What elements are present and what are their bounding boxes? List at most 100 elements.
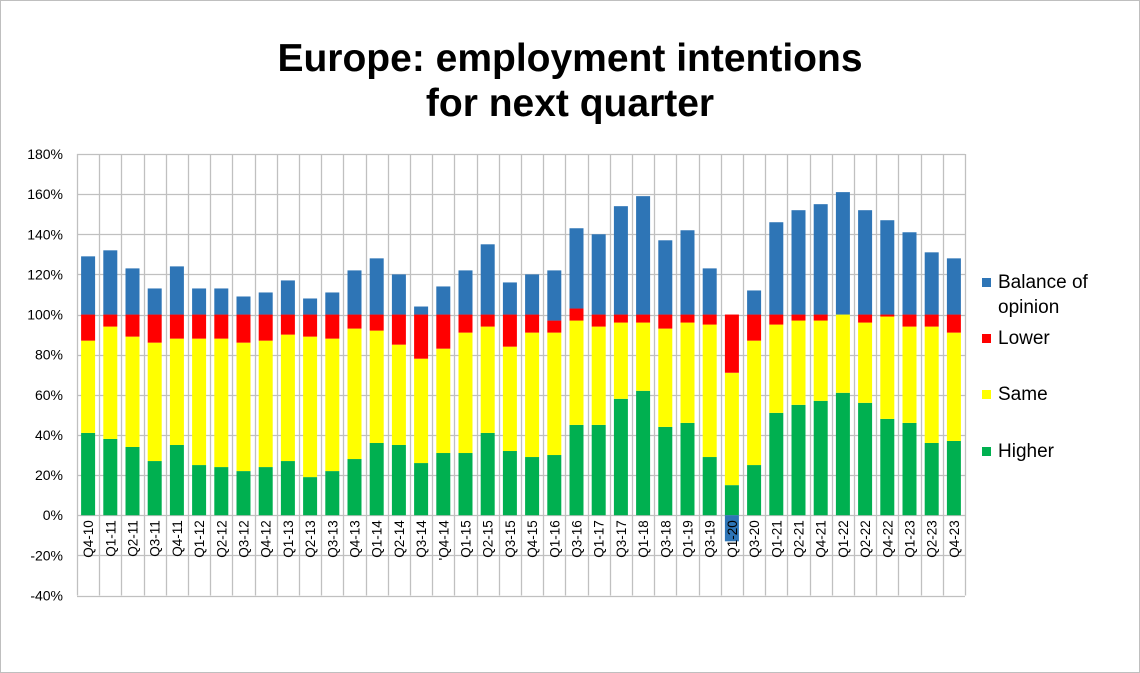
bar-segment-lower (347, 314, 362, 329)
legend-swatch-lower (982, 334, 991, 343)
bar-stack (436, 286, 451, 516)
bar-stack (858, 210, 873, 516)
x-tick-label: Q3-19 (703, 520, 718, 558)
x-tick-label: Q1-13 (281, 520, 296, 558)
bar-stack (325, 292, 340, 516)
bar-stack (902, 232, 917, 516)
bar-segment-higher (125, 446, 140, 516)
x-tick-label: Q3-12 (237, 520, 252, 558)
bar-segment-higher (880, 418, 895, 516)
bar-segment-balance-of-opinion (369, 258, 384, 315)
bar-stack (747, 290, 762, 516)
chart-title: Europe: employment intentions for next q… (150, 36, 990, 126)
bar-stack (658, 240, 673, 516)
bar-segment-same (613, 322, 628, 399)
y-tick-label: 140% (27, 226, 63, 242)
bar-segment-lower (303, 314, 318, 337)
x-tick-label: Q2-11 (126, 520, 141, 557)
bar-segment-same (169, 338, 184, 445)
x-tick-label: Q2-23 (925, 520, 940, 558)
bar-stack (547, 270, 562, 516)
bar-segment-higher (902, 422, 917, 516)
x-tick-label: Q2-12 (214, 520, 229, 558)
x-tick-label: Q4-23 (947, 520, 962, 558)
x-tick-label: Q2-22 (858, 520, 873, 558)
bar-stack (613, 206, 628, 516)
bar-stack (946, 258, 961, 516)
bar-segment-lower (192, 314, 207, 339)
bar-segment-higher (347, 459, 362, 516)
bar-segment-same (835, 314, 850, 393)
y-tick-label: -40% (30, 588, 63, 604)
bar-segment-balance-of-opinion (414, 306, 429, 315)
bar-segment-higher (325, 471, 340, 516)
bar-segment-balance-of-opinion (303, 298, 318, 315)
bar-segment-same (880, 316, 895, 419)
bar-stack (391, 274, 406, 516)
x-tick-label: Q4-13 (348, 520, 363, 558)
bar-segment-same (480, 326, 495, 433)
bar-segment-same (391, 344, 406, 445)
y-tick-label: 20% (35, 467, 63, 483)
bar-segment-balance-of-opinion (236, 296, 251, 315)
bar-segment-same (924, 326, 939, 443)
bar-segment-lower (902, 314, 917, 327)
bar-segment-same (569, 320, 584, 425)
bar-segment-lower (280, 314, 295, 335)
bar-segment-higher (858, 402, 873, 516)
bar-stack (791, 210, 806, 516)
bar-segment-same (81, 340, 96, 433)
legend-label-same: Same (998, 384, 1048, 405)
bar-segment-higher (569, 424, 584, 516)
x-tick-label: Q1-19 (681, 520, 696, 558)
y-tick-label: 100% (27, 307, 63, 323)
bar-segment-higher (769, 412, 784, 516)
bar-segment-balance-of-opinion (502, 282, 517, 315)
bar-stack (81, 256, 96, 516)
bar-segment-higher (791, 404, 806, 516)
x-tick-label: Q4-22 (880, 520, 895, 558)
bar-segment-same (280, 334, 295, 462)
bar-stack (280, 280, 295, 516)
bar-segment-balance-of-opinion (147, 288, 162, 315)
x-tick-label: Q3-17 (614, 520, 629, 558)
bar-segment-higher (747, 465, 762, 516)
bar-segment-same (147, 342, 162, 462)
bar-segment-lower (724, 314, 739, 373)
bar-segment-lower (613, 314, 628, 323)
bar-segment-same (902, 326, 917, 423)
x-tick-label: Q1-22 (836, 520, 851, 558)
bar-segment-same (325, 338, 340, 472)
bar-stack (258, 292, 273, 516)
y-tick-label: 160% (27, 186, 63, 202)
bar-stack (525, 274, 540, 516)
bar-stack (680, 230, 695, 516)
bar-segment-balance-of-opinion (280, 280, 295, 315)
bar-segment-lower (924, 314, 939, 327)
bar-segment-same (303, 336, 318, 478)
bar-segment-balance-of-opinion (858, 210, 873, 315)
bar-stack (724, 314, 739, 542)
x-tick-label: Q4-15 (525, 520, 540, 558)
bar-segment-lower (636, 314, 651, 323)
bar-segment-lower (813, 314, 828, 321)
bar-segment-lower (569, 308, 584, 321)
bar-segment-same (192, 338, 207, 466)
x-tick-label: Q1-12 (192, 520, 207, 558)
bar-segment-balance-of-opinion (347, 270, 362, 315)
x-tick-label: Q1-21 (769, 520, 784, 558)
bar-segment-higher (702, 457, 717, 516)
bar-stack (347, 270, 362, 516)
bar-segment-lower (147, 314, 162, 343)
x-tick-label: Q1-17 (592, 520, 607, 558)
bar-segment-same (813, 320, 828, 401)
bar-segment-balance-of-opinion (813, 204, 828, 315)
bar-segment-higher (192, 465, 207, 516)
x-tick-label: Q4-12 (259, 520, 274, 558)
bar-segment-same (236, 342, 251, 472)
bar-segment-higher (502, 451, 517, 516)
bar-segment-balance-of-opinion (458, 270, 473, 315)
legend-swatch-balance (982, 278, 991, 287)
bar-stack (835, 192, 850, 516)
bar-segment-balance-of-opinion (658, 240, 673, 315)
